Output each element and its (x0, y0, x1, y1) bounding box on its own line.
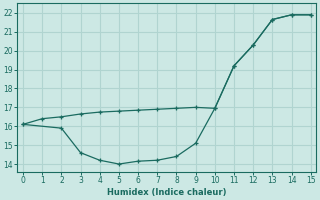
X-axis label: Humidex (Indice chaleur): Humidex (Indice chaleur) (107, 188, 227, 197)
